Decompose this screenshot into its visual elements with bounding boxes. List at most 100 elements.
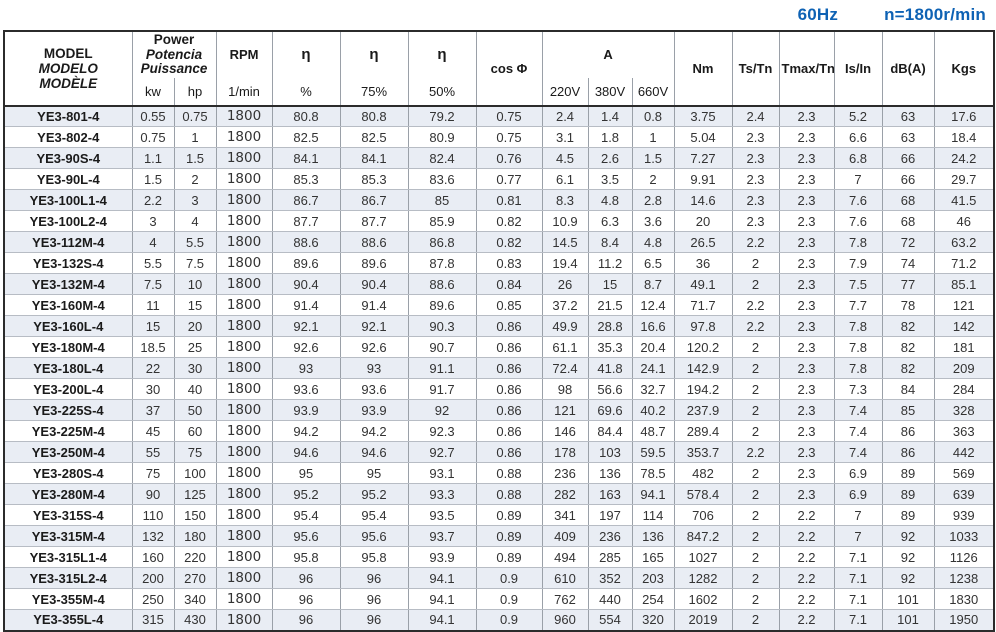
value-cell: 2 [731, 462, 780, 484]
value-cell: 6.1 [541, 168, 589, 190]
value-cell: 114 [631, 504, 675, 526]
table-row: YE3-355M-4 250 340 1800 96 96 94.1 0.9 762 440 254… [3, 588, 995, 610]
value-cell: 68 [881, 210, 935, 232]
value-cell: 0.9 [475, 609, 543, 631]
model-cell: YE3-100L2-4 [3, 210, 133, 232]
value-cell: 2.2 [778, 546, 835, 568]
unit-220v: 220V [541, 77, 589, 106]
value-cell: 8.4 [587, 231, 633, 253]
value-cell: 2.2 [131, 189, 175, 211]
value-cell: 93 [271, 357, 341, 379]
value-cell: 74 [881, 252, 935, 274]
value-cell: 3.75 [673, 104, 733, 127]
value-cell: 0.83 [475, 252, 543, 274]
table-row: YE3-801-4 0.55 0.75 1800 80.8 80.8 79.2 0.75 2.4… [3, 104, 995, 127]
value-cell: 1033 [933, 525, 995, 547]
value-cell: 220 [173, 546, 217, 568]
value-cell: 30 [173, 357, 217, 379]
value-cell: 100 [173, 462, 217, 484]
value-cell: 2.2 [731, 294, 780, 316]
value-cell: 4.8 [631, 231, 675, 253]
model-cell: YE3-180L-4 [3, 357, 133, 379]
value-cell: 6.9 [833, 462, 883, 484]
power-label-fr: Puissance [140, 61, 208, 76]
value-cell: 69.6 [587, 399, 633, 421]
model-label-es: MODELO [38, 60, 98, 76]
value-cell: 24.1 [631, 357, 675, 379]
value-cell: 89.6 [339, 252, 409, 274]
value-cell: 7 [833, 168, 883, 190]
unit-eta-50: 50% [407, 77, 477, 106]
value-cell: 89.6 [271, 252, 341, 274]
value-cell: 1 [631, 126, 675, 148]
value-cell: 1800 [215, 147, 273, 169]
value-cell: 554 [587, 609, 633, 631]
table-row: YE3-132S-4 5.5 7.5 1800 89.6 89.6 87.8 0.83 19.4… [3, 252, 995, 274]
value-cell: 7.1 [833, 609, 883, 631]
value-cell: 84 [881, 378, 935, 400]
value-cell: 236 [541, 462, 589, 484]
value-cell: 17.6 [933, 104, 995, 127]
model-cell: YE3-225M-4 [3, 420, 133, 442]
value-cell: 94.6 [339, 441, 409, 463]
value-cell: 1126 [933, 546, 995, 568]
value-cell: 18.4 [933, 126, 995, 148]
value-cell: 1830 [933, 588, 995, 610]
value-cell: 121 [541, 399, 589, 421]
model-cell: YE3-280M-4 [3, 483, 133, 505]
value-cell: 2.3 [778, 126, 835, 148]
value-cell: 2.2 [731, 315, 780, 337]
value-cell: 1800 [215, 252, 273, 274]
value-cell: 2.2 [778, 504, 835, 526]
value-cell: 2.3 [778, 210, 835, 232]
value-cell: 494 [541, 546, 589, 568]
value-cell: 0.9 [475, 567, 543, 589]
value-cell: 40 [173, 378, 217, 400]
value-cell: 0.9 [475, 588, 543, 610]
value-cell: 93 [339, 357, 409, 379]
value-cell: 80.8 [339, 104, 409, 127]
value-cell: 89 [881, 462, 935, 484]
value-cell: 0.86 [475, 399, 543, 421]
value-cell: 236 [587, 525, 633, 547]
value-cell: 0.89 [475, 546, 543, 568]
value-cell: 98 [541, 378, 589, 400]
value-cell: 1800 [215, 104, 273, 127]
value-cell: 91.7 [407, 378, 477, 400]
value-cell: 2 [731, 336, 780, 358]
value-cell: 1800 [215, 504, 273, 526]
power-label-en: Power [153, 32, 195, 47]
power-label-es: Potencia [145, 46, 203, 62]
value-cell: 1.5 [631, 147, 675, 169]
table-row: YE3-250M-4 55 75 1800 94.6 94.6 92.7 0.86 178 103… [3, 441, 995, 463]
value-cell: 2.3 [778, 168, 835, 190]
value-cell: 610 [541, 567, 589, 589]
value-cell: 2.3 [778, 483, 835, 505]
value-cell: 1800 [215, 420, 273, 442]
value-cell: 0.75 [131, 126, 175, 148]
value-cell: 1800 [215, 273, 273, 295]
value-cell: 0.86 [475, 378, 543, 400]
model-cell: YE3-250M-4 [3, 441, 133, 463]
model-cell: YE3-355M-4 [3, 588, 133, 610]
model-cell: YE3-180M-4 [3, 336, 133, 358]
value-cell: 1950 [933, 609, 995, 631]
value-cell: 87.7 [271, 210, 341, 232]
value-cell: 85 [407, 189, 477, 211]
value-cell: 1800 [215, 525, 273, 547]
value-cell: 7.3 [833, 378, 883, 400]
value-cell: 93.1 [407, 462, 477, 484]
value-cell: 37 [131, 399, 175, 421]
value-cell: 194.2 [673, 378, 733, 400]
value-cell: 6.9 [833, 483, 883, 505]
value-cell: 92 [881, 525, 935, 547]
value-cell: 0.85 [475, 294, 543, 316]
value-cell: 2 [731, 357, 780, 379]
value-cell: 20 [173, 315, 217, 337]
value-cell: 90.7 [407, 336, 477, 358]
value-cell: 78.5 [631, 462, 675, 484]
model-cell: YE3-132S-4 [3, 252, 133, 274]
value-cell: 94.1 [631, 483, 675, 505]
value-cell: 1800 [215, 189, 273, 211]
value-cell: 142 [933, 315, 995, 337]
